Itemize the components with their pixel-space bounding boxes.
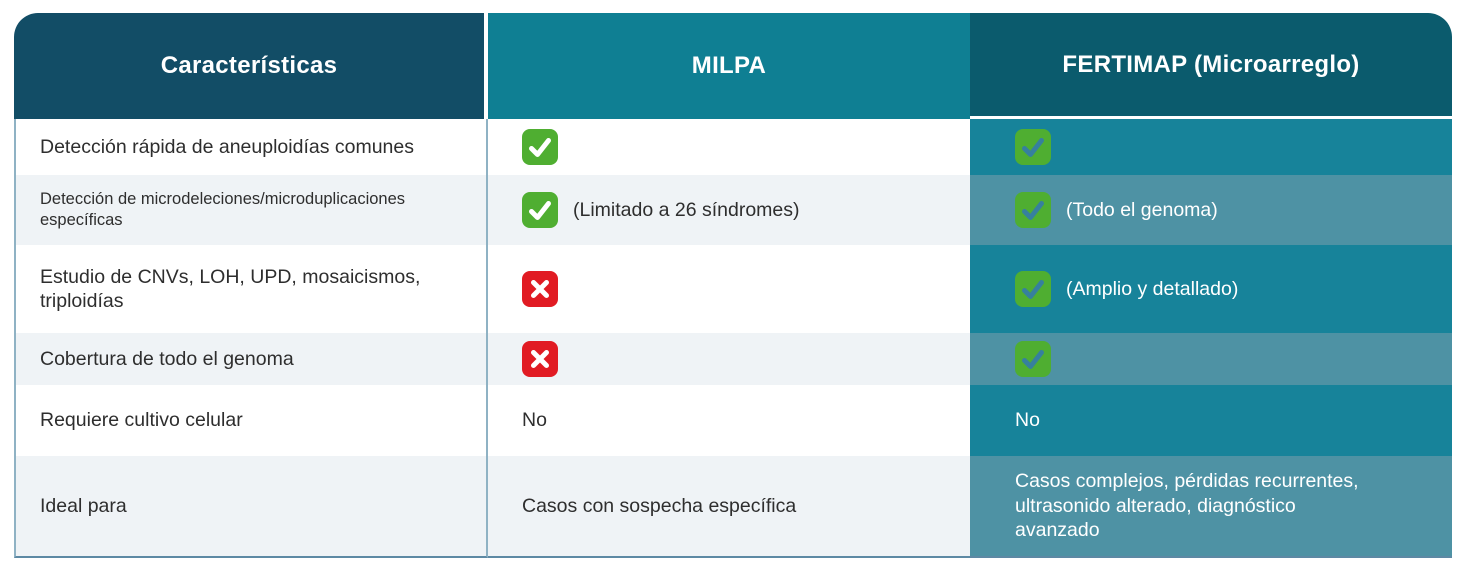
table-header-row: Características MILPA FERTIMAP (Microarr… — [14, 13, 1452, 119]
milpa-cell — [488, 119, 970, 175]
feature-label: Requiere cultivo celular — [40, 409, 243, 432]
feature-label: Cobertura de todo el genoma — [40, 347, 294, 370]
feature-cell: Detección rápida de aneuploidías comunes — [14, 119, 488, 175]
fertimap-value: Casos complejos, pérdidas recurrentes, u… — [1015, 470, 1359, 542]
check-icon — [522, 129, 558, 165]
fertimap-cell: (Amplio y detallado) — [970, 245, 1452, 333]
comparison-table: Características MILPA FERTIMAP (Microarr… — [14, 13, 1452, 558]
table-row: Estudio de CNVs, LOH, UPD, mosaicismos, … — [14, 245, 1452, 333]
header-milpa-label: MILPA — [691, 52, 767, 79]
feature-label: Estudio de CNVs, LOH, UPD, mosaicismos, … — [40, 265, 421, 312]
table-row: Detección rápida de aneuploidías comunes — [14, 119, 1452, 175]
header-fertimap-label: FERTIMAP (Microarreglo) — [1062, 50, 1360, 78]
header-milpa: MILPA — [488, 13, 970, 119]
cross-icon — [522, 271, 558, 307]
feature-cell: Detección de microdeleciones/microduplic… — [14, 175, 488, 245]
fertimap-value: No — [1015, 409, 1040, 432]
feature-cell: Cobertura de todo el genoma — [14, 333, 488, 385]
fertimap-cell — [970, 119, 1452, 175]
header-features-label: Características — [160, 52, 338, 79]
header-features: Características — [14, 13, 488, 119]
feature-cell: Requiere cultivo celular — [14, 385, 488, 456]
fertimap-cell: (Todo el genoma) — [970, 175, 1452, 245]
fertimap-cell: No — [970, 385, 1452, 456]
check-icon — [1015, 192, 1051, 228]
milpa-cell — [488, 333, 970, 385]
feature-cell: Estudio de CNVs, LOH, UPD, mosaicismos, … — [14, 245, 488, 333]
fertimap-cell: Casos complejos, pérdidas recurrentes, u… — [970, 456, 1452, 558]
feature-label: Ideal para — [40, 494, 127, 517]
fertimap-value: (Amplio y detallado) — [1066, 277, 1239, 300]
milpa-value: Casos con sospecha específica — [522, 494, 797, 517]
cross-icon — [522, 341, 558, 377]
check-icon — [522, 192, 558, 228]
fertimap-value: (Todo el genoma) — [1066, 198, 1218, 221]
feature-label: Detección de microdeleciones/microduplic… — [40, 190, 406, 229]
table-row: Cobertura de todo el genoma — [14, 333, 1452, 385]
milpa-cell — [488, 245, 970, 333]
milpa-cell: No — [488, 385, 970, 456]
milpa-cell: (Limitado a 26 síndromes) — [488, 175, 970, 245]
table-body: Detección rápida de aneuploidías comunes — [14, 119, 1452, 558]
milpa-cell: Casos con sospecha específica — [488, 456, 970, 558]
table-row: Ideal para Casos con sospecha específica… — [14, 456, 1452, 558]
check-icon — [1015, 271, 1051, 307]
check-icon — [1015, 129, 1051, 165]
fertimap-cell — [970, 333, 1452, 385]
feature-cell: Ideal para — [14, 456, 488, 558]
feature-label: Detección rápida de aneuploidías comunes — [40, 135, 414, 158]
table-row: Requiere cultivo celular No No — [14, 385, 1452, 456]
check-icon — [1015, 341, 1051, 377]
milpa-value: No — [522, 409, 547, 432]
table-row: Detección de microdeleciones/microduplic… — [14, 175, 1452, 245]
milpa-value: (Limitado a 26 síndromes) — [573, 198, 800, 221]
header-fertimap: FERTIMAP (Microarreglo) — [970, 13, 1452, 119]
